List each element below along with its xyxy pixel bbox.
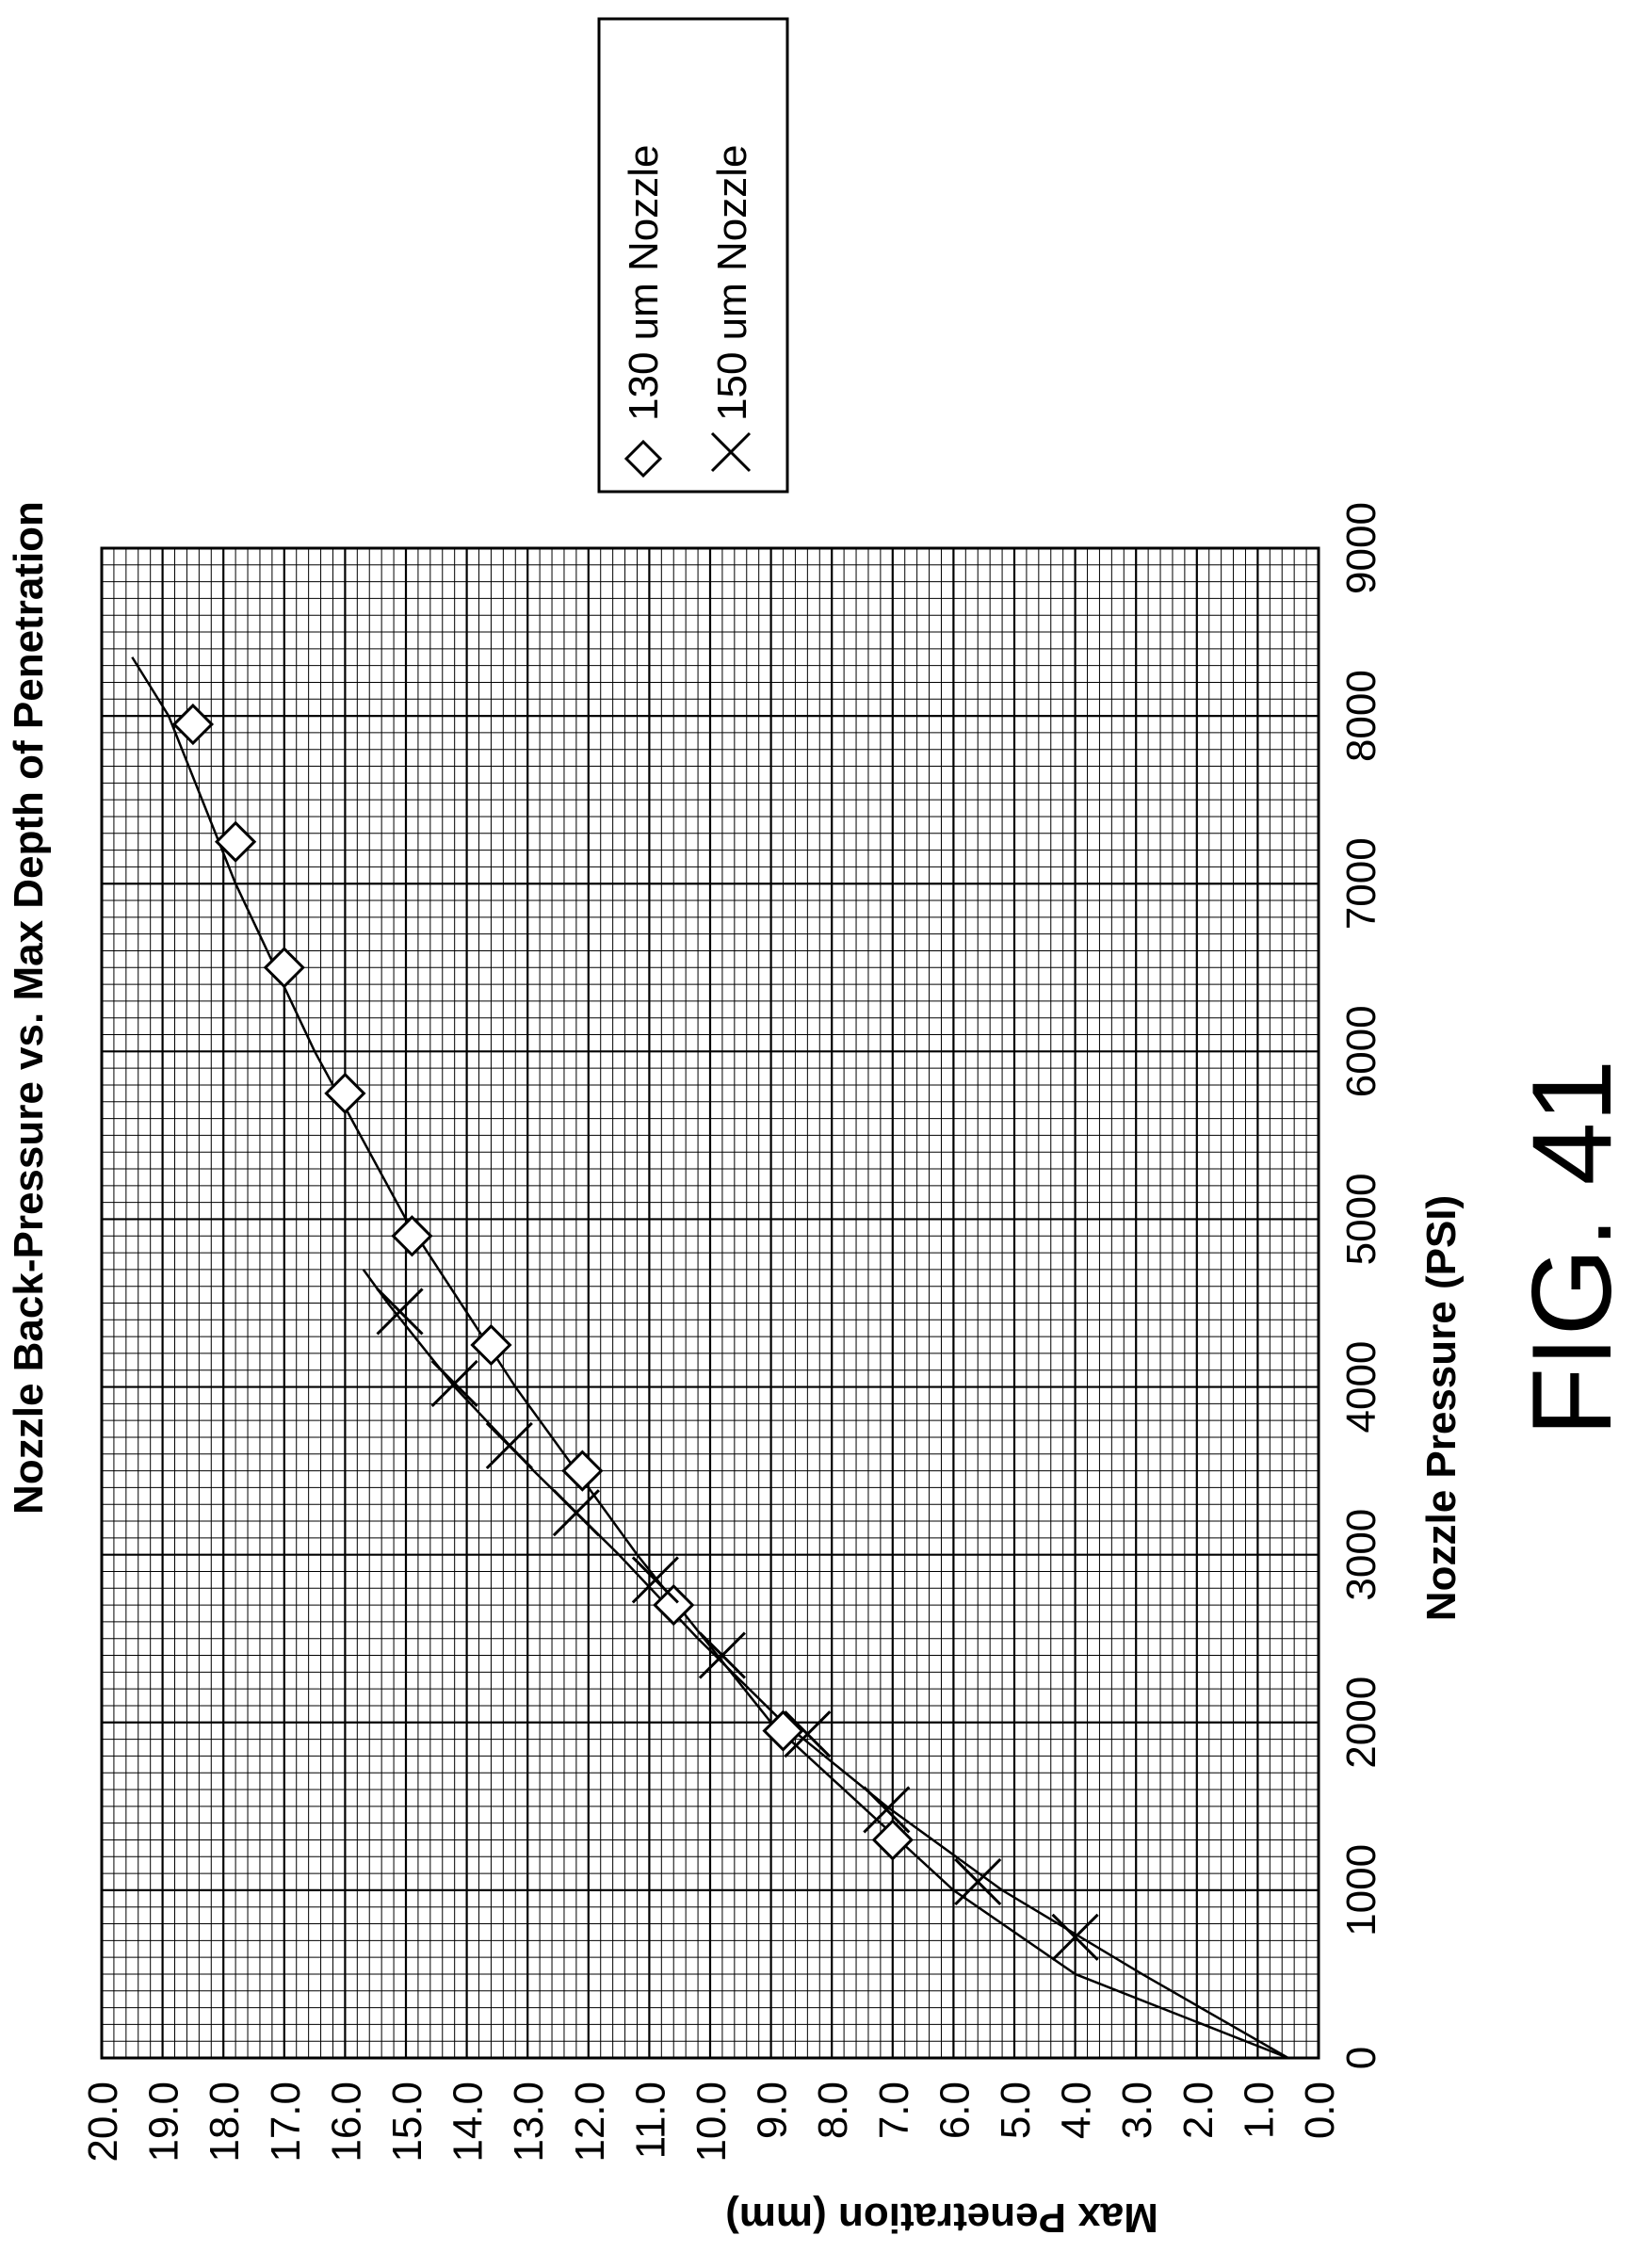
- x-tick-label: 1000: [1338, 1844, 1384, 1936]
- y-tick-label: 1.0: [1236, 2082, 1282, 2139]
- chart-title: Nozzle Back-Pressure vs. Max Depth of Pe…: [6, 501, 52, 1515]
- y-tick-label: 6.0: [931, 2082, 978, 2139]
- y-tick-label: 5.0: [993, 2082, 1039, 2139]
- x-tick-label: 0: [1338, 2047, 1384, 2069]
- legend: 130 um Nozzle 150 um Nozzle: [599, 19, 787, 492]
- diamond-icon: [626, 442, 660, 476]
- y-tick-label: 7.0: [871, 2082, 917, 2139]
- legend-entry-130um: 130 um Nozzle: [621, 145, 667, 476]
- x-tick-label: 5000: [1338, 1173, 1384, 1265]
- data-point-130um: [174, 705, 212, 743]
- x-tick-label: 6000: [1338, 1005, 1384, 1097]
- x-tick-label: 2000: [1338, 1677, 1384, 1769]
- y-axis-title: Max Penetration (mm): [725, 2195, 1158, 2241]
- y-tick-label: 10.0: [688, 2082, 735, 2163]
- data-point-150um: [633, 1557, 678, 1602]
- x-tick-label: 7000: [1338, 837, 1384, 930]
- y-tick-label: 3.0: [1114, 2082, 1160, 2139]
- figure-caption: FIG. 41: [1509, 1060, 1635, 1436]
- y-tick-label: 12.0: [567, 2082, 613, 2163]
- data-point-130um: [266, 948, 303, 986]
- x-tick-label: 3000: [1338, 1509, 1384, 1601]
- x-tick-label: 8000: [1338, 670, 1384, 762]
- data-point-130um: [874, 1821, 912, 1858]
- grid-major-lines: [102, 548, 1319, 2058]
- y-tick-label: 11.0: [627, 2082, 673, 2159]
- y-tick-label: 2.0: [1175, 2082, 1222, 2139]
- y-tick-label: 16.0: [323, 2082, 369, 2163]
- data-point-150um: [378, 1288, 423, 1334]
- y-tick-labels: 0.0 1.0 2.0 3.0 4.0 5.0 6.0 7.0 8.0 9.0 10.0 11.0 12…: [80, 2082, 1343, 2163]
- data-markers: [174, 705, 1098, 1960]
- y-tick-label: 9.0: [750, 2082, 796, 2139]
- y-tick-label: 8.0: [810, 2082, 856, 2139]
- y-tick-label: 4.0: [1054, 2082, 1100, 2139]
- data-point-150um: [487, 1423, 532, 1468]
- y-tick-label: 18.0: [202, 2082, 248, 2163]
- data-point-130um: [326, 1075, 364, 1112]
- x-marker-icon: [712, 433, 750, 471]
- legend-label-150um: 150 um Nozzle: [709, 145, 755, 421]
- data-point-130um: [472, 1326, 510, 1364]
- y-tick-label: 17.0: [263, 2082, 309, 2163]
- y-tick-label: 0.0: [1297, 2082, 1343, 2139]
- y-tick-label: 19.0: [141, 2082, 187, 2163]
- x-axis-title: Nozzle Pressure (PSI): [1418, 1195, 1465, 1621]
- y-tick-label: 15.0: [384, 2082, 430, 2163]
- x-tick-labels: 0 1000 2000 3000 4000 5000 6000 7000 8000 9000: [1338, 502, 1384, 2069]
- x-tick-label: 9000: [1338, 502, 1384, 594]
- legend-entry-150um: 150 um Nozzle: [709, 145, 755, 471]
- x-tick-label: 4000: [1338, 1341, 1384, 1434]
- y-tick-label: 20.0: [80, 2082, 126, 2163]
- data-point-130um: [563, 1452, 601, 1490]
- y-tick-label: 13.0: [506, 2082, 552, 2163]
- legend-label-130um: 130 um Nozzle: [621, 145, 667, 421]
- y-tick-label: 14.0: [445, 2082, 492, 2163]
